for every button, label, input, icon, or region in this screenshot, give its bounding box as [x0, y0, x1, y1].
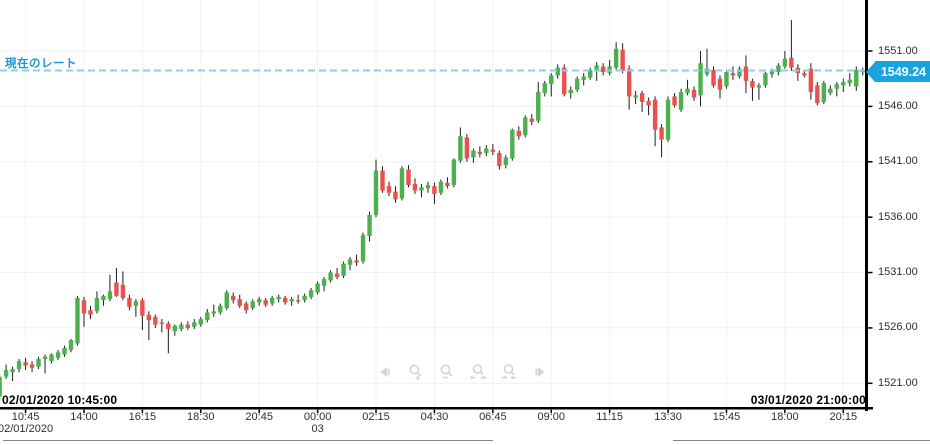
- x-axis-label: 14:00: [70, 411, 98, 423]
- candles: [0, 19, 865, 403]
- range-end-label: 03/01/2020 21:00:00: [750, 393, 866, 407]
- x-axis-date-label: 03: [311, 423, 324, 435]
- x-axis-label: 10:45 02/01/2020: [0, 411, 54, 435]
- x-axis-label: 09:00: [537, 411, 566, 423]
- x-axis-label: 20:45: [245, 411, 273, 423]
- y-axis-label: 1521.00: [878, 376, 918, 389]
- y-axis-label: 1541.00: [878, 155, 918, 168]
- zoom-horizontal-expand-button[interactable]: [469, 363, 487, 381]
- badge-pointer-icon: [866, 61, 875, 82]
- gridlines: [0, 0, 866, 408]
- axes: [0, 0, 873, 414]
- x-axis-label: 18:00: [771, 411, 799, 423]
- current-rate-badge: 1549.24: [866, 61, 930, 82]
- range-start-label: 02/01/2020 10:45:00: [2, 393, 118, 407]
- x-axis-label: 13:30: [654, 411, 682, 423]
- y-axis-label: 1526.00: [878, 321, 918, 334]
- x-axis-label: 18:30: [187, 411, 215, 423]
- zoom-horizontal-compress-icon: [501, 364, 517, 380]
- y-axis-label: 1551.00: [878, 44, 918, 57]
- x-axis-label: 00:00 03: [303, 411, 332, 435]
- y-axis-label: 1536.00: [878, 210, 918, 223]
- x-axis-label: 15:45: [712, 411, 741, 423]
- current-rate-label: 現在のレート: [5, 58, 77, 70]
- panel-divider: [673, 440, 930, 441]
- current-rate-value: 1549.24: [875, 61, 930, 82]
- zoom-horizontal-expand-icon: [469, 364, 487, 380]
- zoom-in-button[interactable]: [407, 363, 425, 381]
- zoom-out-button[interactable]: [438, 363, 456, 381]
- zoom-out-icon: [440, 364, 453, 379]
- x-axis-label: 02:15: [362, 411, 390, 423]
- x-axis-label: 06:45: [479, 411, 507, 423]
- x-axis-label: 04:30: [420, 411, 449, 423]
- y-axis-label: 1531.00: [878, 266, 918, 279]
- pan-left-button[interactable]: [376, 363, 394, 381]
- x-axis-label: 11:15: [596, 411, 624, 423]
- pan-right-button[interactable]: [531, 363, 549, 381]
- chart-toolbar: [376, 363, 549, 381]
- pan-left-icon: [380, 367, 390, 377]
- x-axis-label: 20:15: [829, 411, 858, 423]
- x-axis-label: 16:15: [128, 411, 157, 423]
- zoom-in-icon: [409, 364, 422, 380]
- panel-divider: [3, 440, 493, 441]
- pan-right-icon: [535, 367, 545, 377]
- y-axis-label: 1546.00: [878, 99, 918, 112]
- zoom-horizontal-compress-button[interactable]: [500, 363, 518, 381]
- x-axis-date-label: 02/01/2020: [0, 423, 54, 435]
